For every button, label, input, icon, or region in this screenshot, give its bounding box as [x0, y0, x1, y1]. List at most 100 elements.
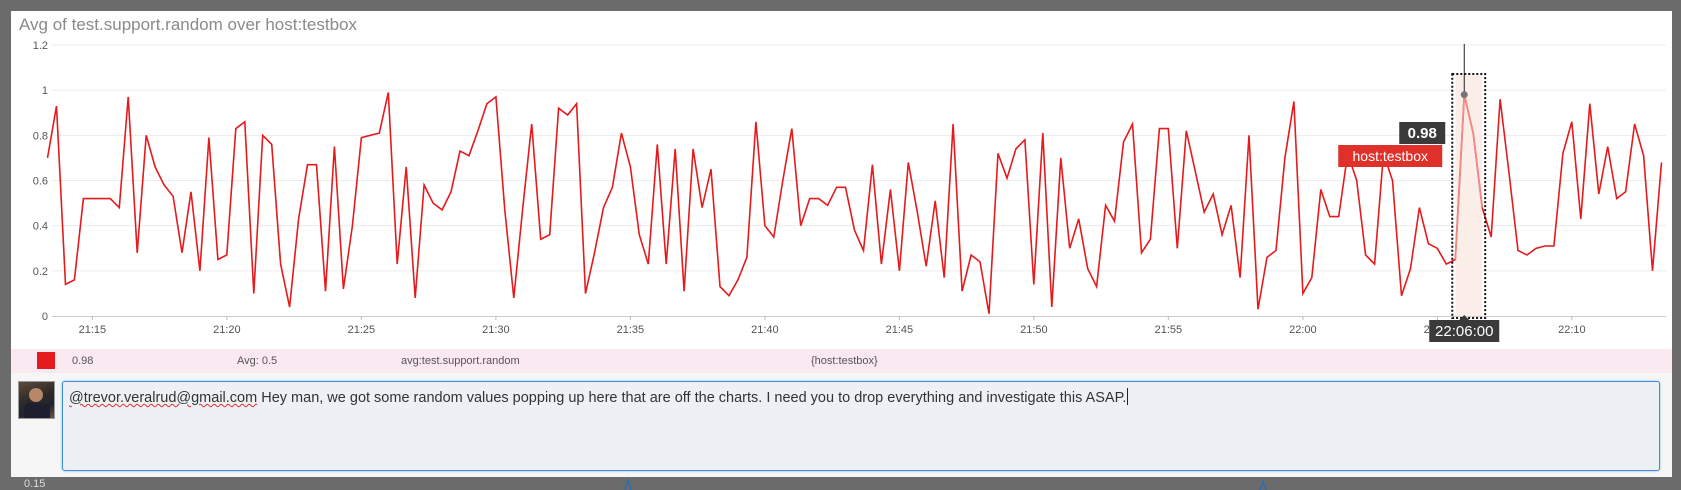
data-point [1311, 276, 1313, 278]
x-tick-label: 21:15 [79, 324, 107, 336]
legend-row[interactable]: 0.98 Avg: 0.5 avg:test.support.random {h… [11, 349, 1672, 373]
data-point [979, 261, 981, 263]
data-point [1122, 141, 1124, 143]
data-point [1409, 267, 1411, 269]
data-point [584, 292, 586, 294]
data-point [1069, 247, 1071, 249]
data-point [1087, 267, 1089, 269]
data-point [1338, 215, 1340, 217]
data-point [1320, 188, 1322, 190]
data-point [665, 263, 667, 265]
data-point [629, 166, 631, 168]
comment-body: Hey man, we got some random values poppi… [257, 390, 1127, 406]
data-point [181, 252, 183, 254]
data-point [1185, 130, 1187, 132]
data-point [109, 197, 111, 199]
line-chart[interactable]: 0 0.2 0.4 0.6 0.8 1 1.2 21:15 21:20 21:25 21:30 21:… [0, 0, 1681, 380]
data-point [1544, 245, 1546, 247]
data-point [764, 225, 766, 227]
data-point [244, 121, 246, 123]
data-point [1015, 148, 1017, 150]
x-tick-label: 21:40 [751, 324, 779, 336]
data-point [1508, 173, 1510, 175]
series-line [46, 92, 1663, 314]
data-point [1535, 247, 1537, 249]
data-point [1562, 152, 1564, 154]
data-point [1598, 193, 1600, 195]
data-point [925, 265, 927, 267]
data-point [342, 288, 344, 290]
comment-input[interactable]: @trevor.veralrud@gmail.com Hey man, we g… [62, 381, 1660, 471]
data-point [1436, 247, 1438, 249]
data-point [1373, 263, 1375, 265]
x-tick-label: 21:35 [617, 324, 645, 336]
data-point [432, 202, 434, 204]
x-tick-label: 21:25 [348, 324, 376, 336]
data-point [504, 209, 506, 211]
data-point [1239, 276, 1241, 278]
data-point [549, 234, 551, 236]
data-point [1499, 98, 1501, 100]
data-point [880, 263, 882, 265]
data-point [172, 195, 174, 197]
data-point [710, 168, 712, 170]
y-tick-label: 0.4 [33, 221, 48, 233]
data-point [324, 290, 326, 292]
data-point [557, 107, 559, 109]
data-point [620, 132, 622, 134]
data-point [701, 206, 703, 208]
data-point [773, 236, 775, 238]
data-point [934, 200, 936, 202]
data-point [755, 121, 757, 123]
x-tick-label: 21:30 [482, 324, 510, 336]
data-point [118, 206, 120, 208]
data-point [1060, 157, 1062, 159]
data-point [1284, 157, 1286, 159]
data-point [1302, 292, 1304, 294]
data-point [1553, 245, 1555, 247]
data-point [647, 263, 649, 265]
data-point [369, 134, 371, 136]
data-point [997, 152, 999, 154]
data-point [1212, 193, 1214, 195]
data-point [1221, 234, 1223, 236]
data-point [1113, 220, 1115, 222]
data-point [154, 166, 156, 168]
legend-value: 0.98 [72, 355, 94, 367]
data-point [522, 206, 524, 208]
next-chart-tick-label: 0.15 [24, 478, 46, 490]
data-point [1248, 134, 1250, 136]
data-point [333, 145, 335, 147]
tooltip-value: 0.98 [1408, 125, 1437, 142]
comment-area: @trevor.veralrud@gmail.com Hey man, we g… [11, 373, 1672, 477]
data-point [136, 252, 138, 254]
data-point [835, 186, 837, 188]
data-point [414, 297, 416, 299]
data-point [1624, 191, 1626, 193]
data-point [1275, 249, 1277, 251]
data-point [692, 148, 694, 150]
legend-swatch [37, 352, 55, 369]
data-point [64, 283, 66, 285]
data-point [100, 197, 102, 199]
data-point [1149, 238, 1151, 240]
data-point [513, 297, 515, 299]
data-point [1230, 204, 1232, 206]
tooltip-value-box [1399, 122, 1446, 144]
data-point [674, 148, 676, 150]
data-point [55, 105, 57, 107]
data-point [943, 276, 945, 278]
data-point [1490, 236, 1492, 238]
data-point [279, 263, 281, 265]
data-point [271, 143, 273, 145]
data-point [1481, 206, 1483, 208]
data-point [486, 103, 488, 105]
data-point [746, 256, 748, 258]
data-point [127, 96, 129, 98]
data-point [1033, 283, 1035, 285]
data-point [1517, 249, 1519, 251]
data-point [952, 123, 954, 125]
data-point [306, 164, 308, 166]
tooltip-host-box [1338, 145, 1443, 167]
data-point [145, 134, 147, 136]
